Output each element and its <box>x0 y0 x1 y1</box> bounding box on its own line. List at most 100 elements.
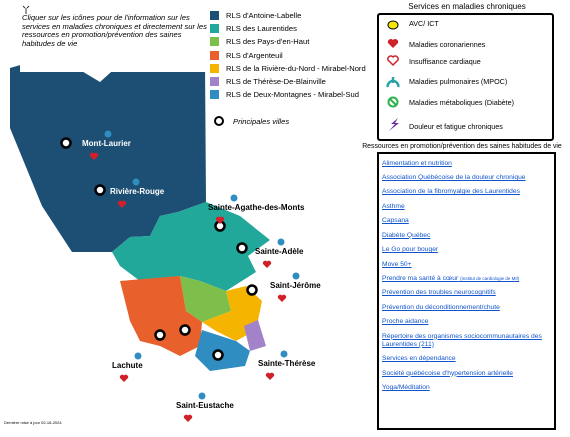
city-marker <box>246 284 258 296</box>
legend-label: RLS des Pays-d'en-Haut <box>226 37 310 47</box>
resource-link[interactable]: Association Québécoise de la douleur chr… <box>382 174 551 182</box>
link-text[interactable]: Prévention des troubles neurocognitifs <box>382 289 496 297</box>
resource-link[interactable]: Asthme <box>382 203 551 211</box>
legend: RLS d'Antoine-Labelle RLS des Laurentides… <box>210 9 366 101</box>
city-heart[interactable] <box>265 372 275 380</box>
city-info[interactable] <box>134 352 142 360</box>
resource-link[interactable]: Yoga/Méditation <box>382 384 551 392</box>
city-label: Lachute <box>112 361 143 370</box>
legend-item: RLS d'Argenteuil <box>210 49 366 62</box>
legend-item: RLS de la Rivière-du-Nord - Mirabel-Nord <box>210 62 366 75</box>
city-info[interactable] <box>280 350 288 358</box>
legend-item: RLS de Deux-Montagnes - Mirabel-Sud <box>210 88 366 101</box>
city-heart[interactable] <box>119 374 129 382</box>
resources-box: Alimentation et nutrition Association Qué… <box>377 152 556 430</box>
city-marker <box>94 184 106 196</box>
link-note[interactable]: (Institut de cardiologie de Mtl) <box>460 275 520 281</box>
region <box>244 320 266 351</box>
legend-label: RLS de Deux-Montagnes - Mirabel-Sud <box>226 90 359 100</box>
region <box>10 40 206 252</box>
service-item[interactable]: Maladies pulmonaires (MPOC) <box>409 77 508 86</box>
city-info[interactable] <box>230 194 238 202</box>
services-title: Services en maladies chroniques <box>408 2 526 11</box>
city-heart[interactable] <box>277 294 287 302</box>
link-text[interactable]: Alimentation et nutrition <box>382 159 452 167</box>
link-text[interactable]: Asthme <box>382 202 405 210</box>
link-text[interactable]: Société québécoise d'hypertension artéri… <box>382 369 514 377</box>
legend-label: RLS d'Antoine-Labelle <box>226 11 302 21</box>
link-text[interactable]: Capsana <box>382 217 409 225</box>
icon <box>387 55 399 67</box>
region <box>195 330 250 371</box>
link-text[interactable]: Proche aidance <box>382 318 429 326</box>
service-item[interactable]: AVC/ ICT <box>409 19 439 28</box>
legend-label: RLS d'Argenteuil <box>226 50 283 60</box>
link-text[interactable]: Yoga/Méditation <box>382 383 430 391</box>
resource-link[interactable]: Capsana <box>382 217 551 225</box>
icon <box>386 77 400 88</box>
city-label: Saint-Eustache <box>176 401 234 410</box>
region <box>120 276 202 356</box>
city-marker <box>236 242 248 254</box>
resource-link[interactable]: Prévention des troubles neurocognitifs <box>382 289 551 297</box>
resource-link[interactable]: Association de la fibromyalgie des Laure… <box>382 188 551 196</box>
city-heart[interactable] <box>262 260 272 268</box>
instruction: Cliquer sur les icônes pour de l'informa… <box>22 13 207 49</box>
legend-swatch <box>210 63 219 73</box>
region <box>112 202 270 291</box>
city-label: Mont-Laurier <box>82 139 131 148</box>
link-text[interactable]: Répertoire des organismes sociocommunaut… <box>382 332 542 348</box>
legend-swatch <box>210 11 219 21</box>
city-info[interactable] <box>132 178 140 186</box>
resource-link[interactable]: Société québécoise d'hypertension artéri… <box>382 370 551 378</box>
city-heart[interactable] <box>117 200 127 208</box>
resource-link[interactable]: Le Go pour bouger <box>382 246 551 254</box>
link-text[interactable]: Services en dépendance <box>382 355 456 363</box>
link-text[interactable]: Association de la fibromyalgie des Laure… <box>382 188 520 196</box>
resource-link[interactable]: Diabète Québec <box>382 232 551 240</box>
resources-title: Ressources en promotion/prévention des s… <box>362 143 562 150</box>
resource-link[interactable]: Alimentation et nutrition <box>382 160 551 168</box>
link-text[interactable]: Association Québécoise de la douleur chr… <box>382 174 526 182</box>
link-text[interactable]: Move 50+ <box>382 260 412 268</box>
resource-link[interactable]: Proche aidance <box>382 318 551 326</box>
city-heart[interactable] <box>183 414 193 422</box>
icon <box>389 118 399 131</box>
legend-swatch <box>210 90 219 100</box>
service-item[interactable]: Insuffisance cardiaque <box>409 57 481 66</box>
legend-swatch <box>210 37 219 47</box>
city-marker <box>179 324 191 336</box>
legend-label: RLS des Laurentides <box>226 24 297 34</box>
city-label: Sainte-Thérèse <box>258 359 316 368</box>
resource-link[interactable]: Move 50+ <box>382 261 551 269</box>
link-text[interactable]: Prendre ma santé à cœur <box>382 274 459 282</box>
resource-link[interactable]: Prévention du déconditionnement/chute <box>382 304 551 312</box>
city-info[interactable] <box>198 392 206 400</box>
icon <box>389 98 397 106</box>
icon <box>387 20 399 30</box>
link-text[interactable]: Diabète Québec <box>382 231 431 239</box>
link-text[interactable]: Prévention du déconditionnement/chute <box>382 303 500 311</box>
legend-label: RLS de la Rivière-du-Nord - Mirabel-Nord <box>226 63 366 73</box>
icon <box>387 96 399 108</box>
region <box>180 276 231 322</box>
city-label: Saint-Jérôme <box>270 281 321 290</box>
resource-link[interactable]: Répertoire des organismes sociocommunaut… <box>382 333 551 349</box>
city-heart[interactable] <box>215 216 225 224</box>
service-item[interactable]: Douleur et fatigue chroniques <box>409 122 503 131</box>
resource-link[interactable]: Services en dépendance <box>382 355 551 363</box>
city-marker <box>212 349 224 361</box>
city-info[interactable] <box>277 238 285 246</box>
city-info[interactable] <box>104 130 112 138</box>
resource-link[interactable]: Prendre ma santé à cœur (Institut de car… <box>382 275 551 283</box>
link-text[interactable]: Le Go pour bouger <box>382 246 439 254</box>
city-info[interactable] <box>292 272 300 280</box>
legend-item: RLS de Thérèse-De-Blainville <box>210 75 366 88</box>
icon <box>387 39 399 48</box>
service-item[interactable]: Maladies métaboliques (Diabète) <box>409 98 515 107</box>
legend-swatch <box>210 77 219 87</box>
city-label: Sainte-Adèle <box>255 247 304 256</box>
service-item[interactable]: Maladies coronariennes <box>409 40 486 49</box>
city-heart[interactable] <box>89 152 99 160</box>
